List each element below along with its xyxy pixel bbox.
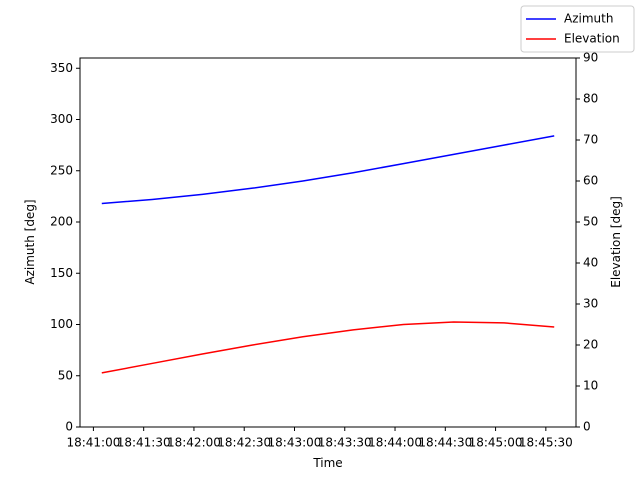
- y2-tick-label: 70: [583, 133, 598, 147]
- y-tick-label: 0: [65, 420, 73, 434]
- x-tick-label: 18:42:30: [217, 436, 271, 450]
- x-axis-label: Time: [312, 456, 342, 470]
- x-tick-label: 18:41:00: [66, 436, 120, 450]
- y2-tick-label: 80: [583, 92, 598, 106]
- y-tick-label: 200: [50, 215, 73, 229]
- legend-label: Elevation: [564, 32, 620, 46]
- y2-tick-label: 30: [583, 297, 598, 311]
- y2-tick-label: 90: [583, 51, 598, 65]
- series-line: [101, 321, 555, 374]
- y2-tick-label: 50: [583, 215, 598, 229]
- x-tick-label: 18:44:30: [418, 436, 472, 450]
- y-tick-label: 50: [58, 368, 73, 382]
- y2-tick-label: 10: [583, 379, 598, 393]
- series-line: [101, 135, 555, 205]
- y-tick-label: 150: [50, 266, 73, 280]
- y-tick-label: 350: [50, 61, 73, 75]
- legend-box: [520, 5, 635, 53]
- x-tick-label: 18:44:00: [368, 436, 422, 450]
- x-tick-label: 18:41:30: [117, 436, 171, 450]
- y2-axis-label: Elevation [deg]: [609, 196, 623, 288]
- y-tick-label: 100: [50, 317, 73, 331]
- x-tick-label: 18:43:00: [268, 436, 322, 450]
- x-tick-label: 18:45:30: [519, 436, 573, 450]
- y2-tick-label: 40: [583, 256, 598, 270]
- y2-tick-label: 60: [583, 174, 598, 188]
- x-tick-label: 18:45:00: [469, 436, 523, 450]
- y2-tick-label: 0: [583, 420, 591, 434]
- y2-tick-label: 20: [583, 338, 598, 352]
- x-tick-label: 18:42:00: [167, 436, 221, 450]
- y-tick-label: 300: [50, 112, 73, 126]
- legend-label: Azimuth: [564, 12, 613, 26]
- x-tick-label: 18:43:30: [318, 436, 372, 450]
- y-tick-label: 250: [50, 163, 73, 177]
- y-axis-label: Azimuth [deg]: [23, 199, 37, 284]
- plot-frame: [79, 57, 577, 428]
